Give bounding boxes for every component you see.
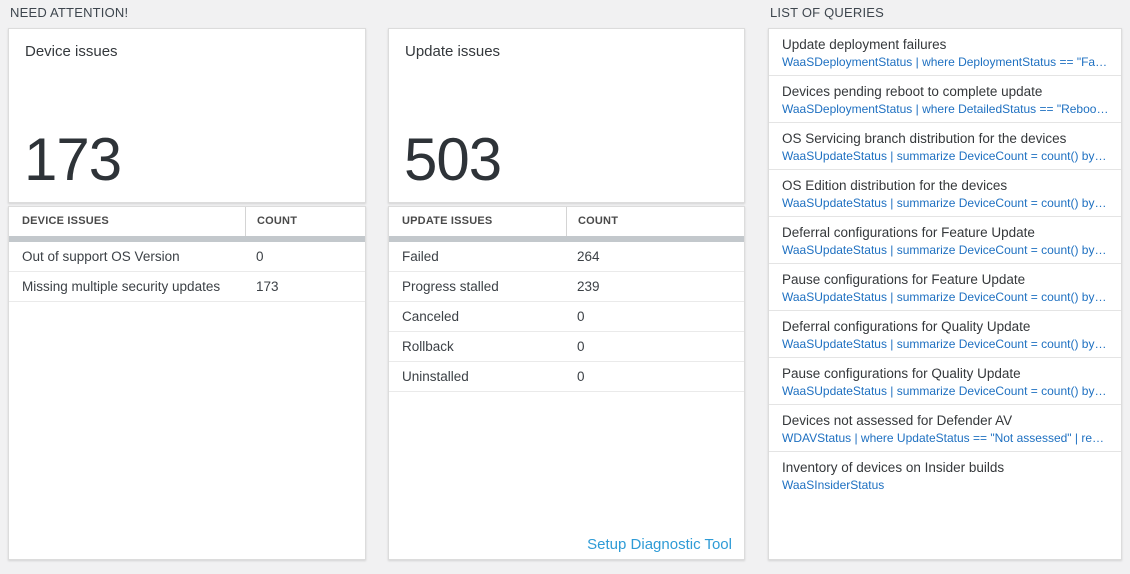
query-text: WaaSUpdateStatus | summarize DeviceCount… (782, 384, 1109, 398)
issue-count: 0 (577, 369, 585, 384)
query-text: WaaSUpdateStatus | summarize DeviceCount… (782, 290, 1109, 304)
table-row[interactable]: Uninstalled 0 (389, 362, 744, 392)
query-list-item[interactable]: OS Edition distribution for the devices … (769, 170, 1121, 217)
query-title: Inventory of devices on Insider builds (782, 460, 1005, 475)
query-list-item[interactable]: Deferral configurations for Quality Upda… (769, 311, 1121, 358)
query-list-item[interactable]: OS Servicing branch distribution for the… (769, 123, 1121, 170)
issue-label: Rollback (402, 339, 454, 354)
need-attention-column-devices: NEED ATTENTION! Device issues 173 DEVICE… (8, 0, 366, 574)
issue-label: Failed (402, 249, 439, 264)
query-title: Devices not assessed for Defender AV (782, 413, 1013, 428)
query-list-item[interactable]: Devices pending reboot to complete updat… (769, 76, 1121, 123)
issue-label: Canceled (402, 309, 460, 324)
table-row[interactable]: Missing multiple security updates 173 (9, 272, 365, 302)
query-list-item[interactable]: Update deployment failures WaaSDeploymen… (769, 29, 1121, 76)
issue-count: 0 (256, 249, 264, 264)
table-row[interactable]: Rollback 0 (389, 332, 744, 362)
list-of-queries-column: LIST OF QUERIES Update deployment failur… (768, 0, 1122, 574)
setup-diagnostic-tool-link[interactable]: Setup Diagnostic Tool (587, 536, 732, 553)
query-text: WaaSDeploymentStatus | where DeploymentS… (782, 55, 1109, 69)
query-title: Update deployment failures (782, 37, 947, 52)
update-issues-table: UPDATE ISSUES COUNT Failed 264 Progress … (388, 206, 745, 560)
query-text: WaaSUpdateStatus | summarize DeviceCount… (782, 337, 1109, 351)
column-header-count: COUNT (245, 207, 365, 236)
update-issues-total: 503 (404, 126, 502, 193)
issue-count: 264 (577, 249, 600, 264)
device-issues-tile[interactable]: Device issues 173 (8, 28, 366, 203)
issue-label: Out of support OS Version (22, 249, 180, 264)
query-list-item[interactable]: Devices not assessed for Defender AV WDA… (769, 405, 1121, 452)
device-issues-tile-title: Device issues (25, 43, 118, 60)
issue-label: Uninstalled (402, 369, 469, 384)
issue-count: 0 (577, 339, 585, 354)
issue-label: Progress stalled (402, 279, 499, 294)
query-list-item[interactable]: Pause configurations for Feature Update … (769, 264, 1121, 311)
column-header-count: COUNT (566, 207, 744, 236)
query-title: Pause configurations for Quality Update (782, 366, 1021, 381)
section-header-need-attention: NEED ATTENTION! (10, 5, 129, 20)
update-issues-tile-title: Update issues (405, 43, 501, 60)
section-header-list-of-queries: LIST OF QUERIES (770, 5, 885, 20)
table-row[interactable]: Progress stalled 239 (389, 272, 744, 302)
need-attention-column-updates: Update issues 503 UPDATE ISSUES COUNT Fa… (388, 0, 745, 574)
horizontal-scrollbar[interactable] (389, 236, 744, 242)
update-issues-table-header: UPDATE ISSUES COUNT (389, 207, 744, 236)
query-title: OS Servicing branch distribution for the… (782, 131, 1067, 146)
query-list-item[interactable]: Pause configurations for Quality Update … (769, 358, 1121, 405)
query-title: Pause configurations for Feature Update (782, 272, 1026, 287)
query-text: WaaSInsiderStatus (782, 478, 885, 492)
column-header-device-issues: DEVICE ISSUES (22, 215, 109, 227)
query-text: WDAVStatus | where UpdateStatus == "Not … (782, 431, 1109, 445)
query-title: Deferral configurations for Quality Upda… (782, 319, 1031, 334)
horizontal-scrollbar[interactable] (9, 236, 365, 242)
table-row[interactable]: Out of support OS Version 0 (9, 242, 365, 272)
issue-count: 173 (256, 279, 279, 294)
column-header-update-issues: UPDATE ISSUES (402, 215, 493, 227)
query-title: Deferral configurations for Feature Upda… (782, 225, 1035, 240)
issue-count: 239 (577, 279, 600, 294)
query-title: Devices pending reboot to complete updat… (782, 84, 1043, 99)
query-title: OS Edition distribution for the devices (782, 178, 1008, 193)
device-issues-table: DEVICE ISSUES COUNT Out of support OS Ve… (8, 206, 366, 560)
device-issues-table-header: DEVICE ISSUES COUNT (9, 207, 365, 236)
table-row[interactable]: Failed 264 (389, 242, 744, 272)
query-text: WaaSUpdateStatus | summarize DeviceCount… (782, 243, 1109, 257)
query-text: WaaSUpdateStatus | summarize DeviceCount… (782, 149, 1109, 163)
device-issues-total: 173 (24, 126, 122, 193)
query-list-item[interactable]: Inventory of devices on Insider builds W… (769, 452, 1121, 499)
update-issues-tile[interactable]: Update issues 503 (388, 28, 745, 203)
query-text: WaaSDeploymentStatus | where DetailedSta… (782, 102, 1109, 116)
query-text: WaaSUpdateStatus | summarize DeviceCount… (782, 196, 1109, 210)
issue-label: Missing multiple security updates (22, 279, 221, 294)
query-list: Update deployment failures WaaSDeploymen… (768, 28, 1122, 560)
table-row[interactable]: Canceled 0 (389, 302, 744, 332)
issue-count: 0 (577, 309, 585, 324)
query-list-item[interactable]: Deferral configurations for Feature Upda… (769, 217, 1121, 264)
